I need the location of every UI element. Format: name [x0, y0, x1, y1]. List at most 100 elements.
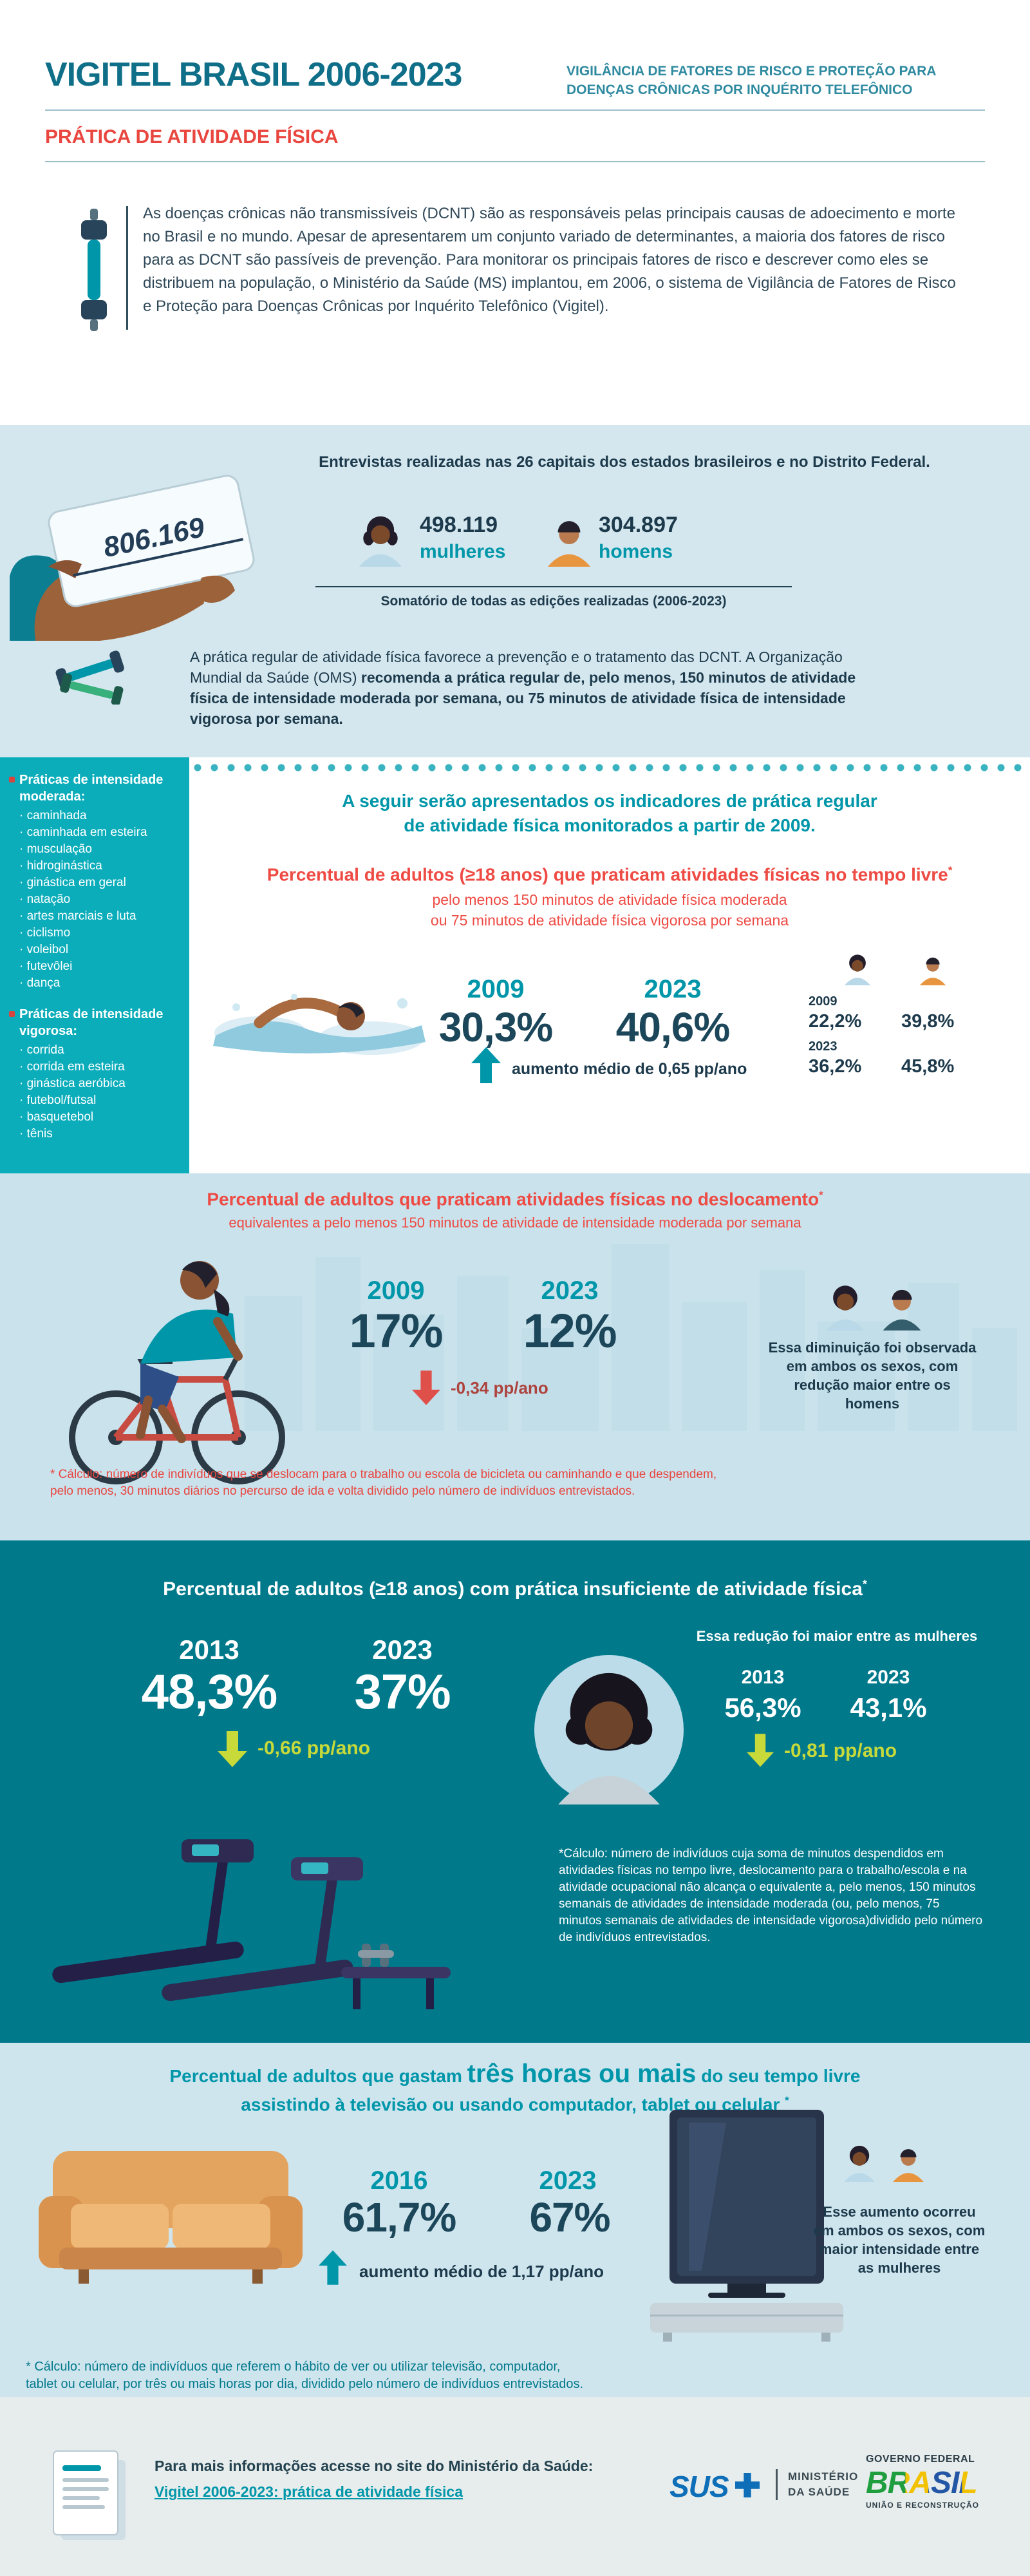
gov-federal-tagline: UNIÃO E RECONSTRUÇÃO: [866, 2501, 980, 2510]
women-value1: 56,3%: [724, 1692, 801, 1723]
leisure-year1: 2009: [467, 975, 525, 1003]
footnote-marker: *: [785, 2094, 789, 2107]
list-item: corrida: [9, 1042, 180, 1059]
commute-heading: Percentual de adultos que praticam ativi…: [207, 1189, 823, 1209]
leisure-value2: 40,6%: [615, 1004, 730, 1050]
commute-section: Percentual de adultos que praticam ativi…: [0, 1173, 1030, 1540]
intensity-sidebar: Práticas de intensidade moderada: caminh…: [0, 757, 189, 1173]
leisure-heading: Percentual de adultos (≥18 anos) que pra…: [267, 864, 953, 885]
dumbbells-icon: [50, 649, 134, 708]
vertical-divider: [126, 206, 128, 330]
interviews-section: 806.169 Entrevistas realizadas nas 26 ca…: [0, 425, 1030, 757]
commute-value2: 12%: [523, 1304, 617, 1358]
by-sex-women-2009: 22,2%: [809, 1011, 862, 1032]
insufficient-trend: -0,66 pp/ano: [258, 1738, 371, 1759]
insufficient-footnote: *Cálculo: número de indivíduos cuja soma…: [559, 1847, 983, 1944]
header-subtitle-line2: DOENÇAS CRÔNICAS POR INQUÉRITO TELEFÔNIC…: [566, 82, 913, 97]
dots-divider: [189, 761, 1030, 774]
screen-time-section: Percentual de adultos que gastam três ho…: [0, 2043, 1030, 2397]
women-count: 498.119: [420, 513, 498, 537]
header-subtitle: VIGILÂNCIA DE FATORES DE RISCO E PROTEÇÃ…: [566, 62, 936, 99]
leisure-value1: 30,3%: [438, 1004, 553, 1050]
insufficient-heading: Percentual de adultos (≥18 anos) com prá…: [163, 1578, 867, 1600]
screen-year2: 2023: [539, 2166, 597, 2195]
commute-year2: 2023: [541, 1276, 599, 1305]
moderate-title: Práticas de intensidade moderada:: [19, 773, 164, 804]
sus-cross-icon: [735, 2472, 760, 2501]
leisure-section: Práticas de intensidade moderada: caminh…: [0, 757, 1030, 1173]
women-year1: 2013: [741, 1667, 785, 1688]
list-item: basquetebol: [9, 1109, 180, 1126]
leisure-subheading-line2: ou 75 minutos de atividade física vigoro…: [430, 912, 789, 929]
hand-phone-illustration: [10, 441, 286, 644]
swimmer-illustration: [209, 944, 428, 1070]
women-label: mulheres: [420, 541, 506, 562]
commute-side-note: Essa diminuição foi observada em ambos o…: [768, 1340, 977, 1412]
list-item: musculação: [9, 841, 180, 858]
commute-year1: 2009: [367, 1276, 425, 1305]
sus-logo-text: SUS: [670, 2470, 729, 2503]
oms-paragraph: A prática regular de atividade física fa…: [190, 647, 885, 729]
woman-icon: [351, 507, 410, 567]
women-value2: 43,1%: [850, 1692, 927, 1723]
up-arrow-icon: [319, 2250, 347, 2288]
by-sex-men-2009: 39,8%: [901, 1011, 955, 1032]
down-arrow-icon: [218, 1731, 247, 1770]
barbell-icon: [76, 209, 112, 334]
screen-heading-line1: Percentual de adultos que gastam três ho…: [169, 2060, 861, 2088]
down-arrow-icon: [747, 1734, 774, 1770]
screen-value2: 67%: [529, 2194, 610, 2240]
up-arrow-icon: [471, 1047, 501, 1086]
man-icon: [887, 2139, 930, 2182]
divider: [45, 161, 985, 162]
sus-logo: SUS: [670, 2469, 760, 2504]
list-item: ginástica em geral: [9, 875, 180, 891]
list-item: hidroginástica: [9, 858, 180, 875]
list-item: tênis: [9, 1126, 180, 1142]
divider: [315, 586, 792, 587]
man-icon: [876, 1278, 928, 1331]
insufficient-side-heading: Essa redução foi maior entre as mulheres: [696, 1628, 978, 1644]
list-item: ginástica aeróbica: [9, 1075, 180, 1092]
commute-trend: -0,34 pp/ano: [451, 1378, 548, 1397]
sum-note: Somatório de todas as edições realizadas…: [380, 594, 727, 609]
woman-icon: [819, 1278, 872, 1331]
oms-bold-text: recomenda a prática regular de, pelo men…: [190, 669, 856, 727]
divider: [45, 109, 985, 111]
intro-paragraph: As doenças crônicas não transmissíveis (…: [143, 205, 956, 315]
brasil-logo: BRASIL: [866, 2465, 979, 2501]
footer-info: Para mais informações acesse no site do …: [154, 2458, 594, 2474]
insufficient-section: Percentual de adultos (≥18 anos) com prá…: [0, 1540, 1030, 2043]
screen-trend: aumento médio de 1,17 pp/ano: [359, 2262, 604, 2281]
footnote-marker: *: [948, 864, 953, 876]
document-icon: [48, 2443, 138, 2550]
list-item: futevôlei: [9, 958, 180, 975]
footer: Para mais informações acesse no site do …: [0, 2397, 1030, 2576]
bullet-icon: [9, 777, 15, 782]
man-icon: [539, 507, 599, 567]
vigitel-report-link[interactable]: Vigitel 2006-2023: prática de atividade …: [154, 2483, 463, 2500]
vigorous-title: Práticas de intensidade vigorosa:: [19, 1007, 164, 1038]
by-sex-women-2023: 36,2%: [809, 1056, 862, 1077]
screen-heading-line2: assistindo à televisão ou usando computa…: [241, 2094, 789, 2115]
list-item: caminhada em esteira: [9, 824, 180, 841]
interviews-heading: Entrevistas realizadas nas 26 capitais d…: [319, 453, 930, 471]
ministry-logo: MINISTÉRIO DA SAÚDE: [776, 2469, 858, 2500]
men-count: 304.897: [599, 513, 678, 537]
city-skyline: [245, 1218, 1030, 1434]
vigorous-title-row: Práticas de intensidade vigorosa:: [9, 1006, 180, 1039]
leisure-subheading-line1: pelo menos 150 minutos de atividade físi…: [432, 891, 787, 908]
men-label: homens: [599, 541, 673, 562]
header-subtitle-line1: VIGILÂNCIA DE FATORES DE RISCO E PROTEÇÃ…: [566, 64, 937, 79]
commute-subheading: equivalentes a pelo menos 150 minutos de…: [229, 1215, 801, 1231]
screen-heading-emphasis: três horas ou mais: [467, 2060, 697, 2088]
screen-year1: 2016: [370, 2166, 428, 2195]
list-item: voleibol: [9, 942, 180, 958]
insufficient-value2: 37%: [354, 1665, 451, 1719]
woman-icon: [838, 2139, 881, 2182]
by-sex-year-2023: 2023: [809, 1039, 838, 1054]
cyclist-illustration: [45, 1218, 303, 1499]
moderate-title-row: Práticas de intensidade moderada:: [9, 772, 180, 805]
list-item: futebol/futsal: [9, 1092, 180, 1109]
